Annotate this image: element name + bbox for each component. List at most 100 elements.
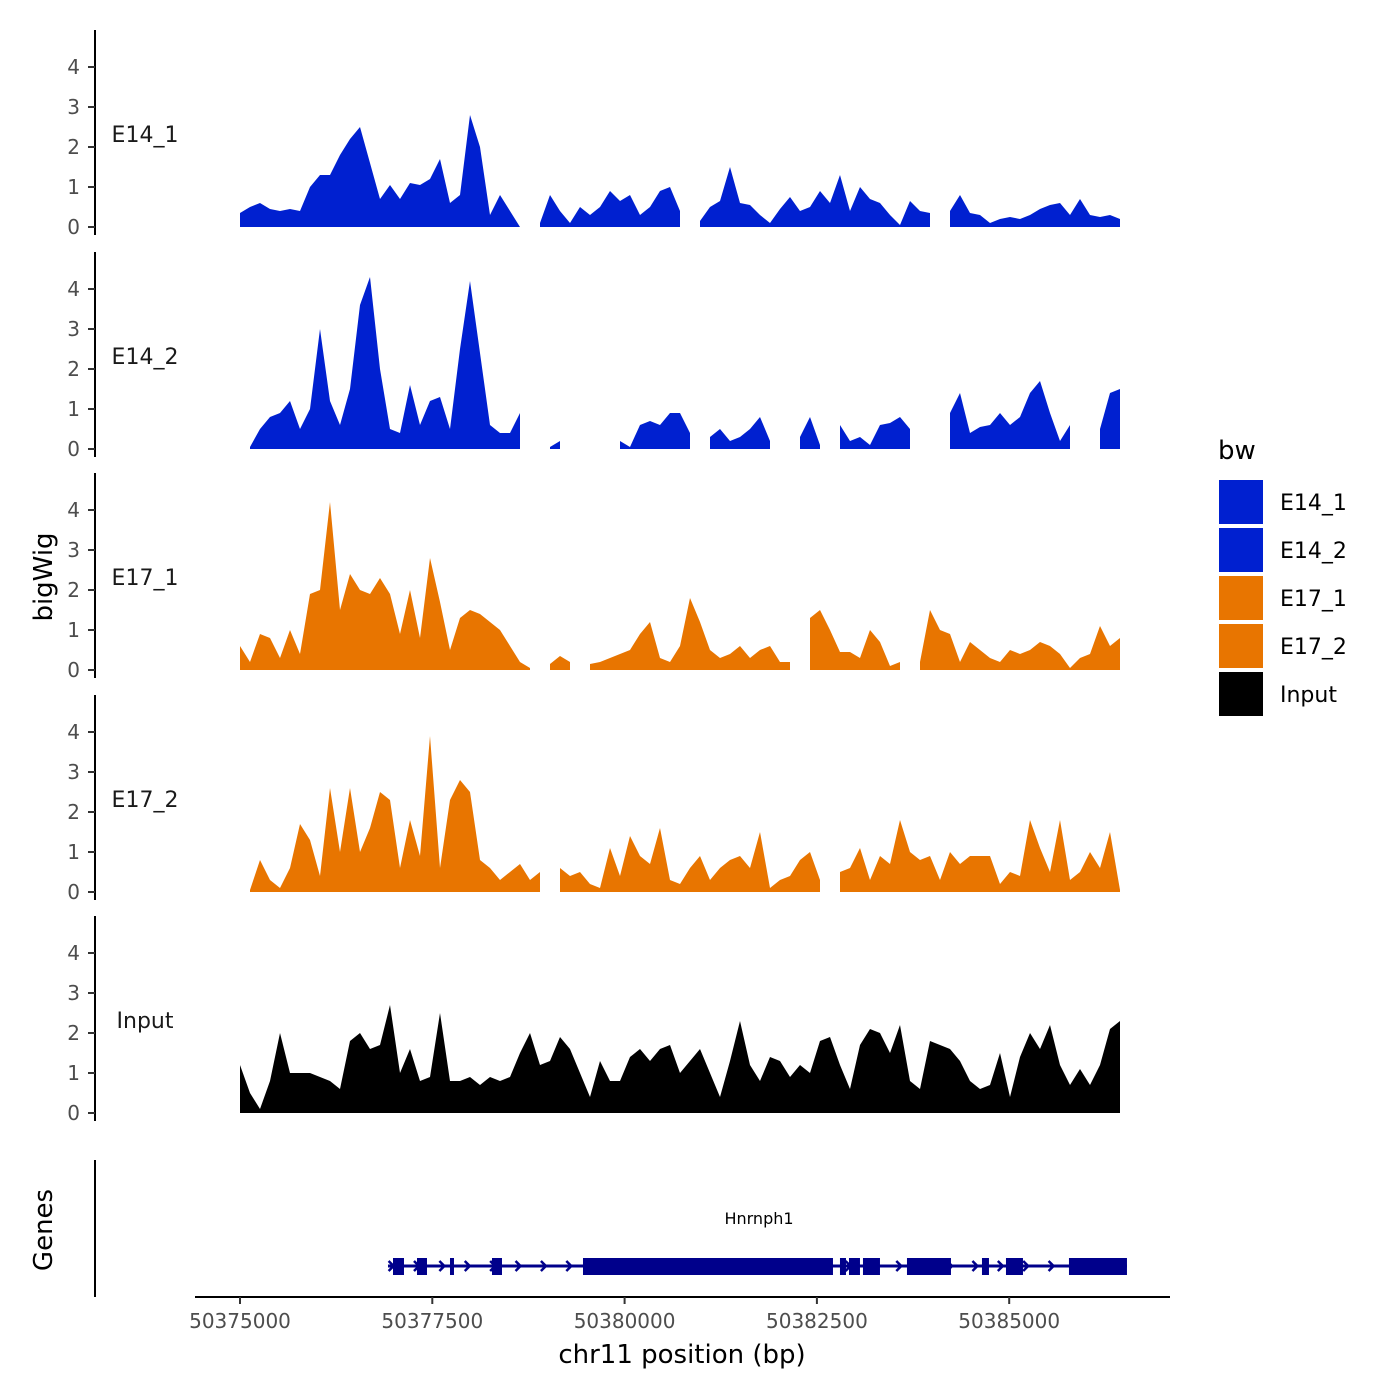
y-tick-label: 4 xyxy=(67,720,80,744)
gene-exon xyxy=(449,1258,454,1275)
y-tick-label: 1 xyxy=(67,618,80,642)
area-segment-E14_2 xyxy=(250,277,520,449)
strand-arrow-icon xyxy=(514,1260,523,1272)
y-tick-label: 0 xyxy=(67,1101,80,1125)
area-segment-E17_1 xyxy=(920,610,1120,670)
area-segment-E17_1 xyxy=(240,502,530,670)
y-tick-label: 0 xyxy=(67,215,80,239)
x-tick-label: 50385000 xyxy=(958,1309,1060,1333)
track-E14_2: 0 1 2 3 4 E14_2 xyxy=(67,252,1120,461)
strand-arrow-icon xyxy=(895,1260,904,1272)
legend-key-E17_2 xyxy=(1219,624,1263,668)
area-segment-E14_2 xyxy=(550,441,560,449)
gene-exon xyxy=(416,1258,427,1275)
area-segment-E14_2 xyxy=(1100,389,1120,449)
y-tick-label: 1 xyxy=(67,840,80,864)
strand-arrow-icon xyxy=(463,1260,472,1272)
y-tick-label: 1 xyxy=(67,1061,80,1085)
track-E17_1: 0 1 2 3 4 E17_1 xyxy=(67,473,1120,682)
gene-panel-title: Genes xyxy=(29,1189,59,1271)
area-segment-Input xyxy=(240,1005,1120,1113)
y-tick-label: 3 xyxy=(67,760,80,784)
y-tick-label: 1 xyxy=(67,397,80,421)
track-E14_1: 0 1 2 3 4 E14_1 xyxy=(67,30,1120,239)
legend-label: E14_2 xyxy=(1280,539,1347,564)
area-segment-E14_1 xyxy=(700,167,930,227)
y-tick-label: 3 xyxy=(67,95,80,119)
track-label: Input xyxy=(117,1009,174,1034)
y-tick-label: 0 xyxy=(67,658,80,682)
area-segment-E17_2 xyxy=(250,736,540,892)
legend-key-E17_1 xyxy=(1219,576,1263,620)
area-segment-E17_2 xyxy=(840,820,1120,892)
y-tick-label: 3 xyxy=(67,538,80,562)
x-axis-ticks: 50375000 50377500 50380000 50382500 50385000 xyxy=(189,1297,1060,1333)
x-tick-label: 50375000 xyxy=(189,1309,291,1333)
area-segment-E14_1 xyxy=(240,115,520,227)
y-tick-label: 4 xyxy=(67,498,80,522)
gene-exon xyxy=(1068,1258,1127,1275)
y-tick-label: 4 xyxy=(67,277,80,301)
area-segment-E14_1 xyxy=(540,187,680,227)
y-tick-label: 4 xyxy=(67,941,80,965)
legend-key-E14_1 xyxy=(1219,480,1263,524)
y-tick-label: 1 xyxy=(67,175,80,199)
area-segment-E17_1 xyxy=(590,598,790,670)
y-tick-label: 0 xyxy=(67,437,80,461)
y-axis-title: bigWig xyxy=(29,532,59,621)
track-label: E14_1 xyxy=(112,123,179,148)
gene-exon xyxy=(981,1258,989,1275)
area-segment-E17_1 xyxy=(550,656,570,670)
y-tick-label: 3 xyxy=(67,981,80,1005)
gene-exon xyxy=(491,1258,502,1275)
area-segment-E14_2 xyxy=(950,381,1070,449)
y-tick-label: 3 xyxy=(67,317,80,341)
gene-exon xyxy=(906,1258,951,1275)
legend-key-Input xyxy=(1219,672,1263,716)
y-tick-label: 0 xyxy=(67,880,80,904)
gene-exon xyxy=(392,1258,404,1275)
strand-arrow-icon xyxy=(971,1260,980,1272)
strand-arrow-icon xyxy=(565,1260,574,1272)
legend-key-E14_2 xyxy=(1219,528,1263,572)
area-segment-E14_2 xyxy=(620,413,690,449)
y-tick-label: 2 xyxy=(67,135,80,159)
strand-arrow-icon xyxy=(540,1260,548,1272)
strand-arrow-icon xyxy=(1047,1260,1056,1272)
track-label: E17_1 xyxy=(112,566,179,591)
x-tick-label: 50377500 xyxy=(381,1309,483,1333)
x-tick-label: 50380000 xyxy=(574,1309,676,1333)
legend-label: Input xyxy=(1280,683,1337,708)
gene-panel: Hnrnph1 xyxy=(94,1160,1127,1297)
y-tick-label: 2 xyxy=(67,578,80,602)
area-segment-E14_2 xyxy=(840,417,910,449)
track-label: E17_2 xyxy=(112,788,179,813)
area-segment-E17_1 xyxy=(810,610,900,670)
gene-label: Hnrnph1 xyxy=(724,1209,793,1228)
gene-exon xyxy=(582,1258,833,1275)
legend: bw E14_1 E14_2 E17_1 E17_2 Input xyxy=(1218,436,1347,716)
gene-exon xyxy=(1005,1258,1023,1275)
legend-label: E14_1 xyxy=(1280,491,1347,516)
x-tick-label: 50382500 xyxy=(766,1309,868,1333)
strand-arrow-icon xyxy=(438,1260,447,1272)
legend-label: E17_2 xyxy=(1280,635,1347,660)
y-tick-label: 2 xyxy=(67,800,80,824)
strand-arrow-icon xyxy=(996,1260,1005,1272)
area-segment-E14_1 xyxy=(950,195,1120,227)
x-axis-title: chr11 position (bp) xyxy=(558,1340,805,1370)
gene-exon xyxy=(848,1258,860,1275)
gene-exon xyxy=(839,1258,846,1275)
track-panels: 0 1 2 3 4 E14_1 0 1 2 3 4 E14_2 0 1 2 3 4 E17_1 0 1 2 3 4 E17_2… xyxy=(67,30,1120,1125)
track-E17_2: 0 1 2 3 4 E17_2 xyxy=(67,695,1120,904)
track-label: E14_2 xyxy=(112,345,179,370)
track-Input: 0 1 2 3 4 Input xyxy=(67,916,1120,1125)
area-segment-E14_2 xyxy=(710,417,770,449)
legend-label: E17_1 xyxy=(1280,587,1347,612)
gene-exon xyxy=(862,1258,880,1275)
strand-arrow-icon xyxy=(1022,1260,1030,1272)
legend-title: bw xyxy=(1218,436,1256,466)
y-tick-label: 2 xyxy=(67,357,80,381)
y-tick-label: 4 xyxy=(67,55,80,79)
